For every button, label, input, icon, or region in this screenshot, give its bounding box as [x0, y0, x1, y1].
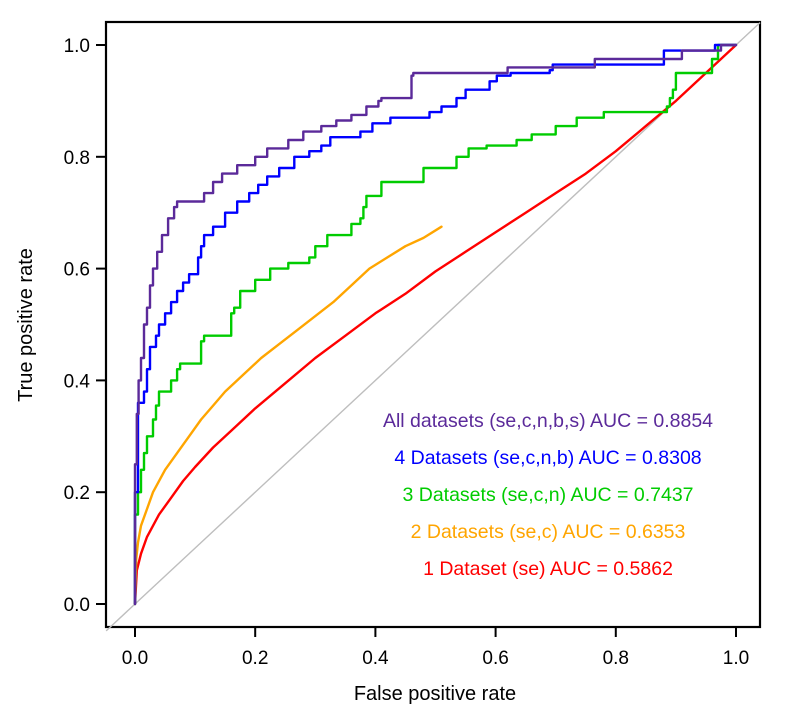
roc-curve-1-dataset-se: [133, 43, 738, 606]
y-tick-label: 0.0: [64, 595, 90, 616]
roc-curve-3-datasets-se-c-n: [133, 43, 738, 606]
y-tick-label: 0.4: [64, 371, 91, 392]
y-tick-label: 0.2: [64, 483, 90, 504]
plot-frame: [104, 20, 762, 629]
x-tick-label: 0.0: [122, 648, 148, 669]
y-axis: 0.0 0.2 0.4 0.6 0.8 1.0: [64, 36, 106, 616]
y-tick-label: 0.6: [64, 260, 90, 281]
x-tick-label: 0.4: [362, 648, 389, 669]
x-tick-label: 1.0: [723, 648, 749, 669]
roc-curve-2-datasets-se-c: [133, 225, 443, 606]
y-tick-label: 1.0: [64, 36, 90, 57]
chance-diagonal-line: [105, 22, 761, 632]
x-tick-label: 0.8: [603, 648, 629, 669]
y-tick-label: 0.8: [64, 148, 90, 169]
x-axis-title: False positive rate: [354, 683, 516, 705]
y-axis-title: True positive rate: [15, 248, 37, 402]
x-tick-label: 0.6: [482, 648, 508, 669]
x-tick-label: 0.2: [242, 648, 268, 669]
roc-curve-all-datasets-se-c-n-b-s: [133, 43, 738, 606]
legend-entry: All datasets (se,c,n,b,s) AUC = 0.8854: [383, 410, 713, 432]
legend-entry: 1 Dataset (se) AUC = 0.5862: [423, 558, 673, 580]
roc-curve-4-datasets-se-c-n-b: [133, 43, 738, 606]
legend: All datasets (se,c,n,b,s) AUC = 0.8854 4 …: [383, 410, 713, 580]
legend-entry: 3 Datasets (se,c,n) AUC = 0.7437: [402, 484, 693, 506]
legend-entry: 4 Datasets (se,c,n,b) AUC = 0.8308: [394, 447, 701, 469]
x-axis: 0.0 0.2 0.4 0.6 0.8 1.0: [122, 627, 749, 669]
reference-layer: [105, 22, 761, 632]
series-layer: [133, 43, 738, 606]
legend-entry: 2 Datasets (se,c) AUC = 0.6353: [411, 521, 686, 543]
